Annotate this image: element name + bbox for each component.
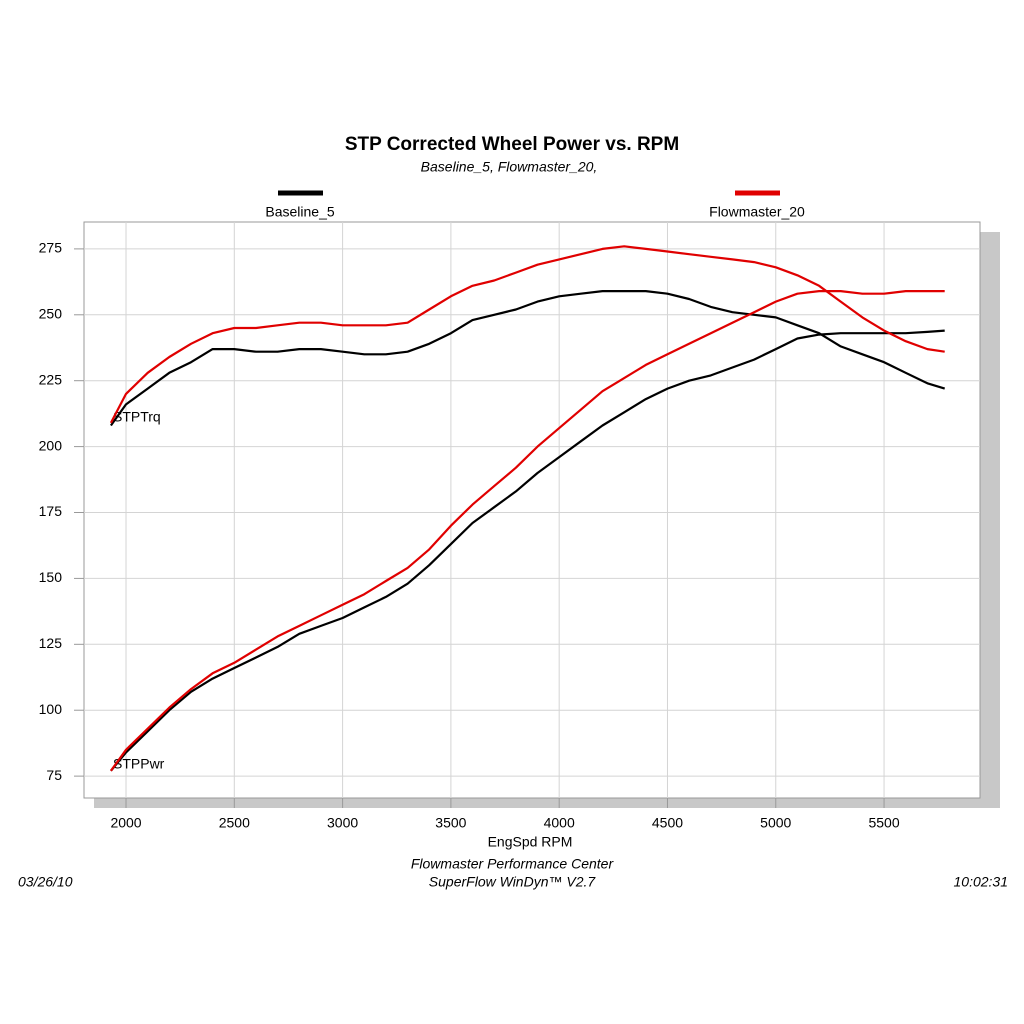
x-tick-label: 5000 bbox=[760, 815, 791, 831]
y-tick-label: 75 bbox=[46, 767, 62, 783]
x-tick-label: 4000 bbox=[544, 815, 575, 831]
x-tick-label: 3000 bbox=[327, 815, 358, 831]
y-tick-label: 125 bbox=[39, 635, 63, 651]
y-tick-label: 250 bbox=[39, 305, 63, 321]
x-tick-label: 5500 bbox=[868, 815, 899, 831]
x-tick-label: 3500 bbox=[435, 815, 466, 831]
chart-title: STP Corrected Wheel Power vs. RPM bbox=[345, 134, 679, 155]
legend-label: Baseline_5 bbox=[265, 204, 334, 220]
legend-label: Flowmaster_20 bbox=[709, 204, 805, 220]
x-tick-label: 4500 bbox=[652, 815, 683, 831]
curve-label: STPPwr bbox=[113, 756, 165, 772]
y-tick-label: 175 bbox=[39, 503, 63, 519]
y-tick-label: 225 bbox=[39, 371, 63, 387]
x-axis-label: EngSpd RPM bbox=[488, 834, 573, 850]
x-tick-label: 2000 bbox=[110, 815, 141, 831]
data-line bbox=[110, 290, 946, 427]
y-tick-label: 200 bbox=[39, 437, 63, 453]
y-tick-label: 150 bbox=[39, 569, 63, 585]
plot-area bbox=[83, 221, 981, 799]
data-line bbox=[110, 329, 945, 772]
curve-label: STPTrq bbox=[113, 409, 161, 425]
footer: Flowmaster Performance Center bbox=[411, 856, 615, 872]
footer: SuperFlow WinDyn™ V2.7 bbox=[429, 874, 597, 890]
data-line bbox=[110, 290, 945, 772]
y-tick-label: 275 bbox=[39, 240, 63, 256]
date: 03/26/10 bbox=[18, 874, 73, 890]
x-tick-label: 2500 bbox=[219, 815, 250, 831]
data-line bbox=[109, 245, 945, 424]
time: 10:02:31 bbox=[954, 874, 1009, 890]
subtitle: Baseline_5, Flowmaster_20, bbox=[421, 159, 598, 175]
y-tick-label: 100 bbox=[39, 701, 63, 717]
